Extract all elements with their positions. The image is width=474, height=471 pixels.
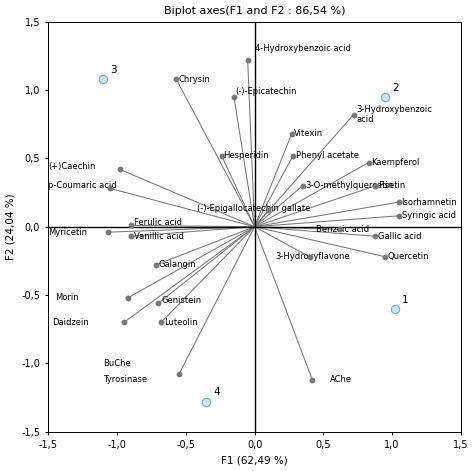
- Text: Myricetin: Myricetin: [48, 227, 87, 237]
- Text: AChe: AChe: [330, 375, 352, 384]
- Text: 3-Hydroxybenzoic
acid: 3-Hydroxybenzoic acid: [356, 105, 432, 124]
- Text: Syringic acid: Syringic acid: [401, 211, 456, 220]
- Text: Vitexin: Vitexin: [294, 130, 324, 138]
- Text: Vanillic acid: Vanillic acid: [134, 232, 183, 241]
- Text: 2: 2: [392, 83, 399, 93]
- Text: Kaempferol: Kaempferol: [371, 158, 420, 167]
- Text: (-)-Epigallocatechin gallate: (-)-Epigallocatechin gallate: [197, 204, 310, 213]
- Text: Tyrosinase: Tyrosinase: [103, 375, 147, 384]
- Text: Quercetin: Quercetin: [388, 252, 429, 261]
- Text: Fisetin: Fisetin: [378, 181, 405, 190]
- Text: 3-O-methylquercetin: 3-O-methylquercetin: [305, 181, 393, 190]
- Text: Isorhamnetin: Isorhamnetin: [401, 198, 457, 207]
- Text: Daidzein: Daidzein: [53, 318, 89, 327]
- Text: Gallic acid: Gallic acid: [378, 232, 422, 241]
- Text: Luteolin: Luteolin: [164, 318, 198, 327]
- Y-axis label: F2 (24,04 %): F2 (24,04 %): [6, 194, 16, 260]
- Text: Galangin: Galangin: [158, 260, 196, 269]
- Text: 3: 3: [110, 65, 117, 75]
- Text: Genistein: Genistein: [161, 296, 201, 305]
- Text: 1: 1: [401, 294, 408, 305]
- Text: Chrysin: Chrysin: [179, 75, 211, 84]
- Text: 4: 4: [213, 388, 220, 398]
- Text: Phenyl acetate: Phenyl acetate: [296, 151, 359, 160]
- Text: p-Coumaric acid: p-Coumaric acid: [48, 181, 117, 190]
- X-axis label: F1 (62,49 %): F1 (62,49 %): [221, 455, 288, 465]
- Text: (-)-Epicatechin: (-)-Epicatechin: [235, 87, 297, 96]
- Text: BuChe: BuChe: [103, 359, 131, 368]
- Text: (+)Caechin: (+)Caechin: [48, 162, 96, 171]
- Text: Benzoic acid: Benzoic acid: [317, 225, 370, 234]
- Title: Biplot axes(F1 and F2 : 86,54 %): Biplot axes(F1 and F2 : 86,54 %): [164, 6, 346, 16]
- Text: Ferulic acid: Ferulic acid: [134, 218, 182, 227]
- Text: 4-Hydroxybenzoic acid: 4-Hydroxybenzoic acid: [255, 44, 350, 53]
- Text: Morin: Morin: [55, 293, 79, 302]
- Text: 3-Hydroxyflavone: 3-Hydroxyflavone: [275, 252, 350, 261]
- Text: Hesperidin: Hesperidin: [223, 151, 269, 160]
